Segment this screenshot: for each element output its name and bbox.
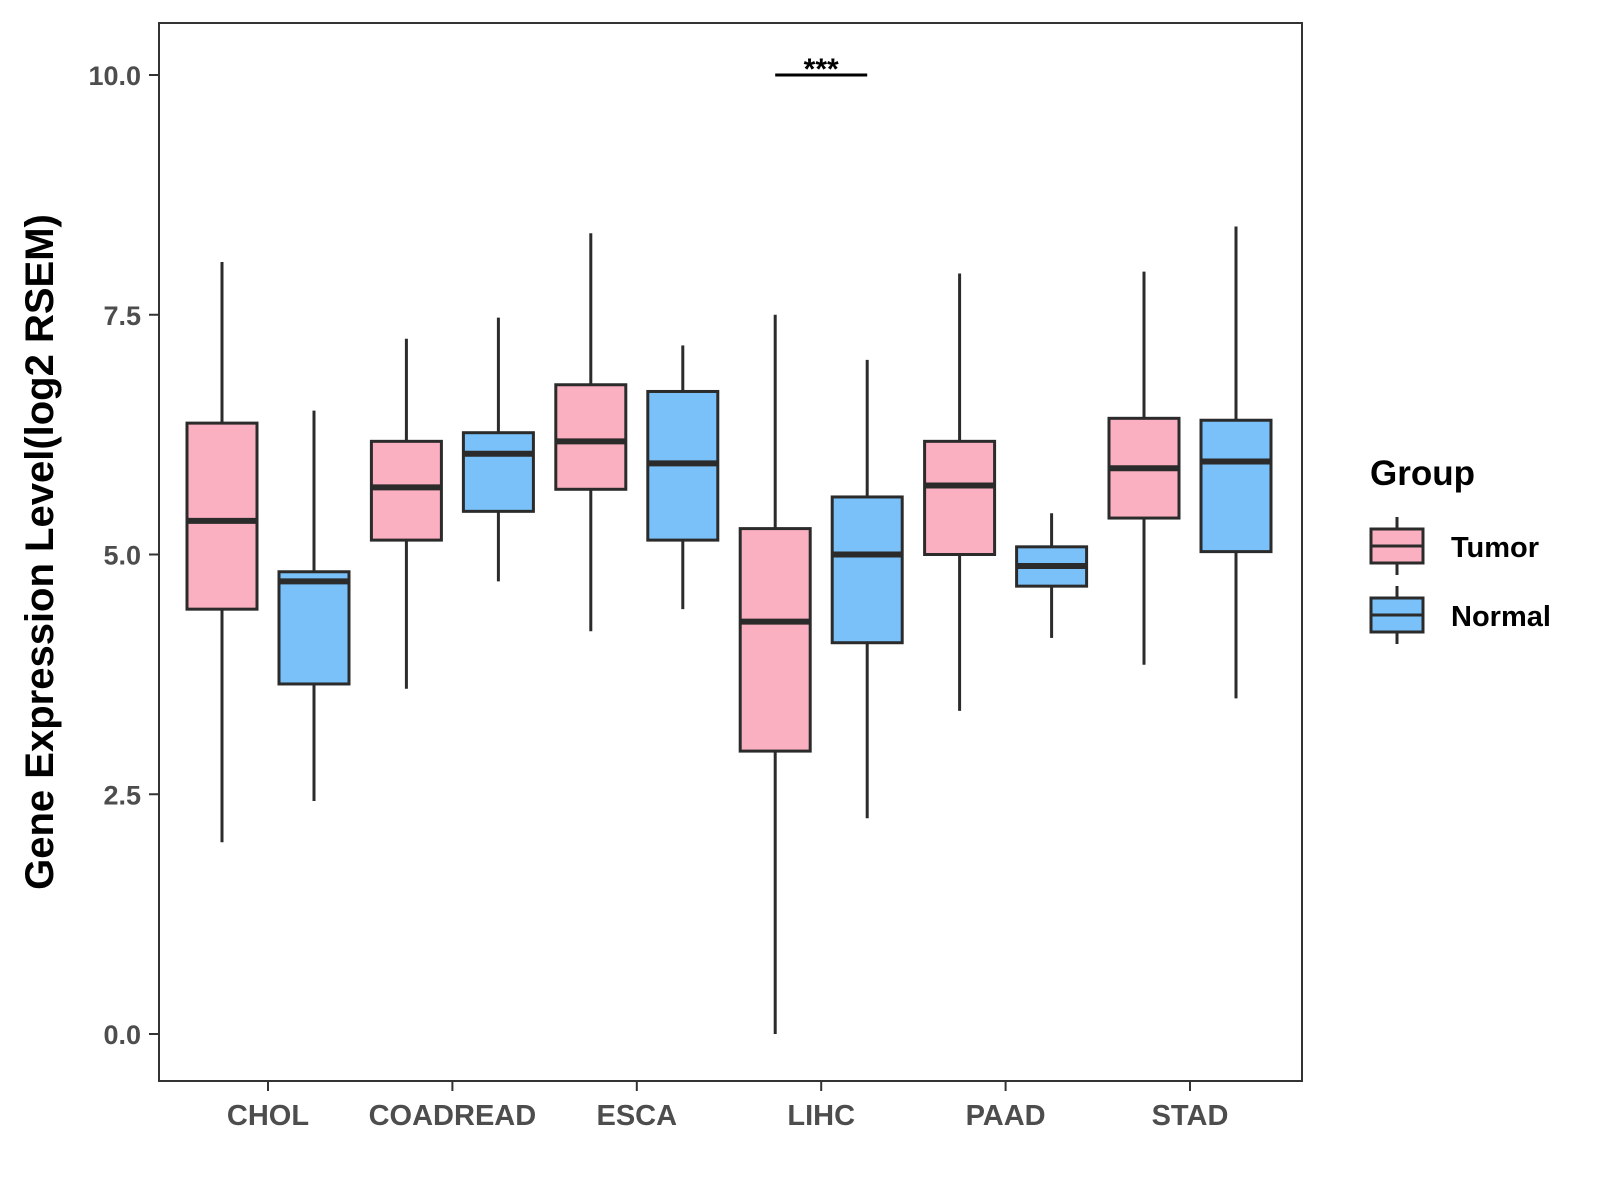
box-body (185, 421, 259, 611)
box-body (830, 495, 904, 645)
legend-label: Tumor (1451, 532, 1539, 564)
box-normal-coadread (461, 317, 535, 582)
box-body (461, 431, 535, 513)
box-tumor-esca (554, 233, 628, 632)
box-body (369, 439, 443, 542)
legend-title: Group (1370, 454, 1475, 493)
box-normal-lihc (830, 359, 904, 819)
box-body (277, 570, 351, 686)
legend-item-tumor: Tumor (1369, 517, 1539, 575)
box-body (738, 527, 812, 753)
box-normal-chol (277, 410, 351, 801)
box-body (1199, 418, 1273, 554)
box-normal-stad (1199, 226, 1273, 699)
box-tumor-coadread (369, 338, 443, 689)
legend-item-normal: Normal (1369, 586, 1551, 644)
x-axis: CHOL COADREAD ESCA LIHC PAAD STAD (227, 1081, 1228, 1132)
legend: Group Tumor Normal (1369, 454, 1551, 644)
y-tick-label: 7.5 (103, 301, 141, 331)
x-tick-label: COADREAD (369, 1100, 537, 1132)
x-tick-label: CHOL (227, 1100, 309, 1132)
box-normal-paad (1015, 513, 1089, 638)
y-tick-label: 2.5 (103, 780, 141, 810)
y-tick-label: 5.0 (103, 541, 141, 571)
x-tick-label: ESCA (597, 1100, 678, 1132)
y-axis-title: Gene Expression Level(log2 RSEM) (18, 214, 62, 890)
x-tick-label: STAD (1152, 1100, 1229, 1132)
y-axis: 0.0 2.5 5.0 7.5 10.0 (88, 61, 159, 1050)
y-tick-label: 0.0 (103, 1020, 141, 1050)
box-tumor-lihc (738, 314, 812, 1034)
annotations: *** (775, 53, 868, 86)
panel-border (158, 22, 1303, 1082)
y-tick-label: 10.0 (88, 61, 141, 91)
x-tick-label: LIHC (787, 1100, 855, 1132)
legend-label: Normal (1451, 601, 1551, 633)
boxes (185, 226, 1273, 1034)
significance-label: *** (804, 53, 839, 86)
box-normal-esca (646, 345, 720, 610)
box-tumor-chol (185, 262, 259, 843)
x-tick-label: PAAD (966, 1100, 1046, 1132)
box-body (923, 439, 997, 557)
box-body (554, 383, 628, 491)
box-tumor-paad (923, 273, 997, 711)
box-tumor-stad (1107, 271, 1181, 665)
